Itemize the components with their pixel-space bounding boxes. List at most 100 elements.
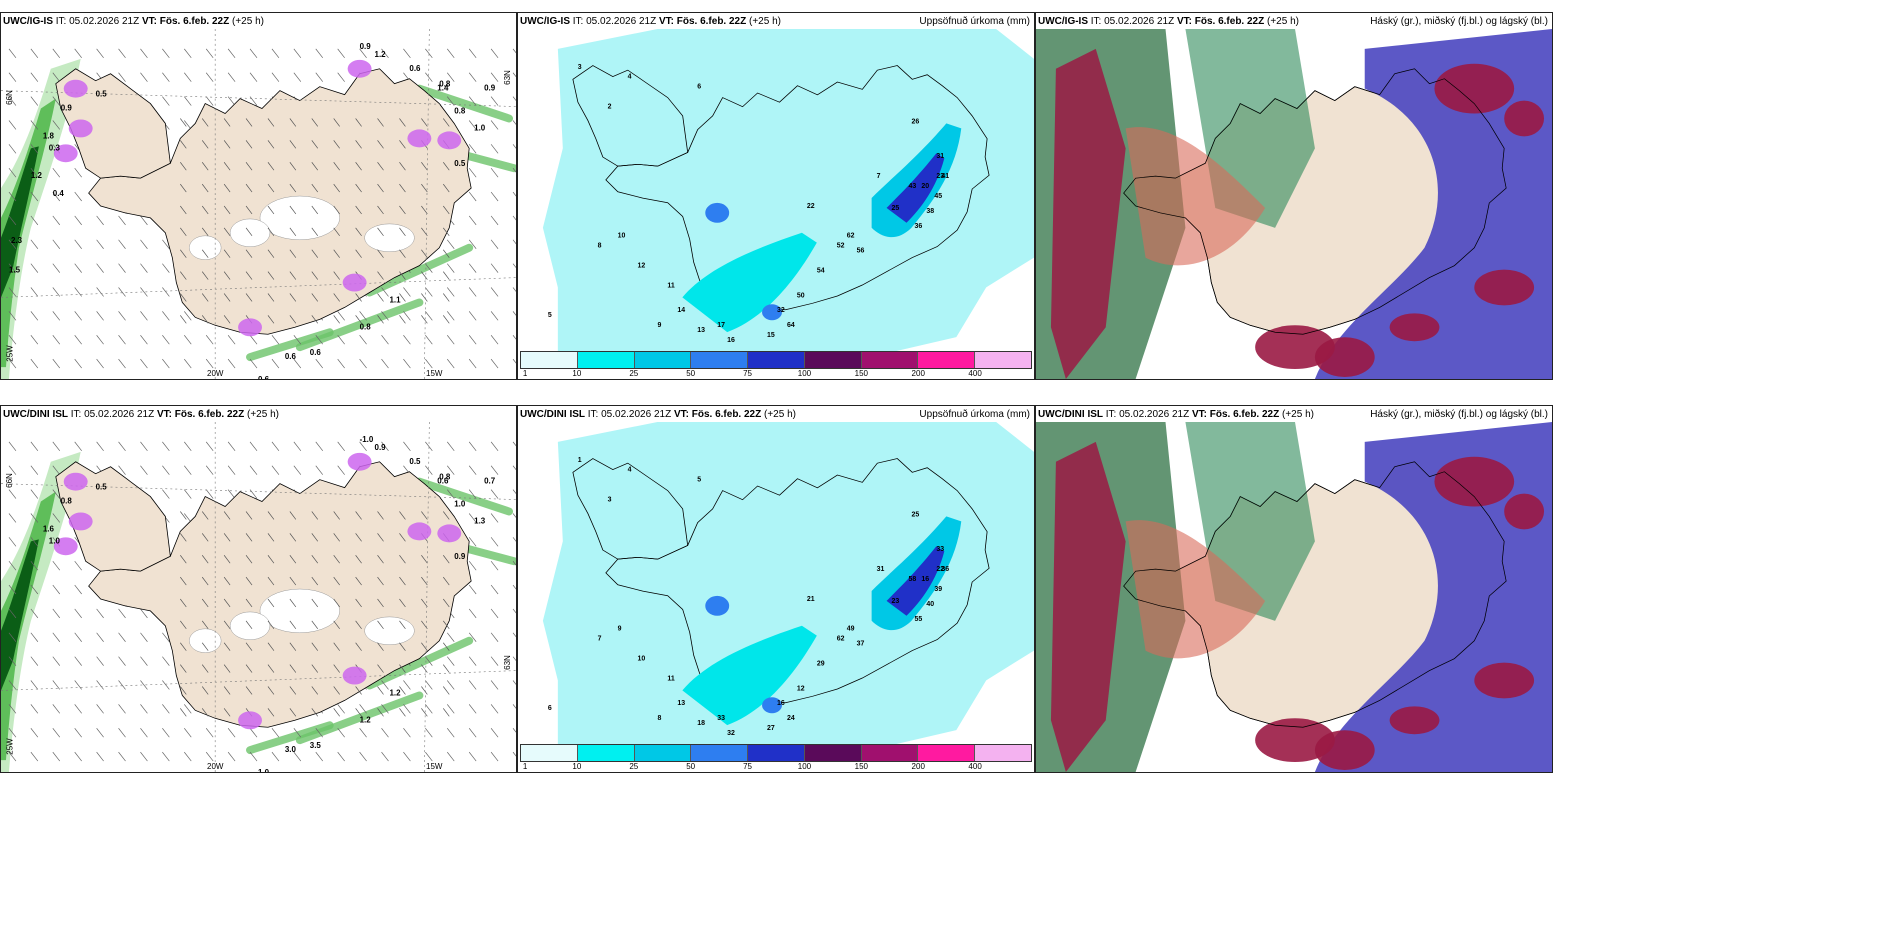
wind-barb <box>8 120 17 130</box>
land-barb <box>377 271 384 280</box>
wind-value: 1.5 <box>9 266 21 275</box>
land-barb <box>180 598 187 608</box>
wind-barb <box>490 728 499 738</box>
precip-value: 13 <box>677 700 685 707</box>
wind-barb <box>227 489 236 499</box>
land-barb <box>355 227 362 237</box>
land-barb <box>201 118 209 127</box>
wind-barb <box>490 560 499 571</box>
land-barb <box>289 205 297 215</box>
wind-barb <box>446 728 455 738</box>
wind-barb <box>140 72 148 82</box>
precip-value: 23 <box>892 598 900 605</box>
wind-barb <box>315 751 324 762</box>
wind-barb <box>249 358 258 369</box>
wind-barb <box>425 287 433 297</box>
land-barb <box>201 576 209 586</box>
land-barb <box>421 162 428 171</box>
wind-barb <box>30 680 39 690</box>
land-barb <box>443 664 450 673</box>
wind-barb <box>490 263 499 273</box>
wind-barb <box>512 632 516 638</box>
land-barb <box>180 533 187 542</box>
cloud-map-panel-ig: UWC/IG-IS IT: 05.02.2026 21Z VT: Fös. 6.… <box>1035 12 1553 380</box>
wind-barb <box>162 728 170 738</box>
cloud-mid-patch-3 <box>1255 325 1335 370</box>
land-barb <box>245 686 253 695</box>
wind-barb <box>381 704 389 714</box>
wind-barb <box>315 465 324 475</box>
westfjords-outline <box>572 458 689 560</box>
wind-barb <box>184 48 192 59</box>
wind-value: 1.0 <box>454 500 466 509</box>
wind-barb <box>425 728 433 738</box>
wind-barb <box>52 287 61 297</box>
land-barb <box>267 598 275 608</box>
precip-value: 10 <box>638 656 646 663</box>
wind-barb <box>205 358 214 369</box>
wind-barb <box>74 584 82 595</box>
wind-barb <box>359 704 367 714</box>
wind-value: 1.2 <box>375 50 387 59</box>
wind-barb <box>52 358 61 369</box>
wind-barb <box>118 239 126 249</box>
wind-barb <box>227 358 236 369</box>
land-barb <box>289 511 297 520</box>
wind-barb <box>425 441 433 452</box>
land-barb <box>333 162 340 171</box>
colorbar-tick: 75 <box>743 369 752 378</box>
precip-value: 16 <box>727 337 735 344</box>
wind-barb <box>271 751 280 762</box>
land-barb <box>245 620 253 630</box>
wind-value: 0.6 <box>437 477 449 486</box>
land-barb <box>421 664 428 673</box>
precip-value: 1 <box>578 457 582 464</box>
wind-barb <box>381 358 389 369</box>
precip-value: 50 <box>797 292 805 299</box>
cloud-mid-patch-3 <box>1255 718 1335 763</box>
wind-barb <box>227 751 236 762</box>
land-barb <box>399 271 406 280</box>
wind-barb <box>8 215 17 226</box>
wind-barb <box>512 656 516 662</box>
wind-barb <box>30 191 39 202</box>
wind-barb <box>425 311 433 321</box>
glacier-0 <box>259 588 340 634</box>
wind-barb <box>403 704 411 714</box>
wind-barb <box>52 72 61 82</box>
wind-barb <box>205 465 214 475</box>
land-barb <box>311 205 319 215</box>
wind-barb <box>52 465 61 475</box>
wind-barb <box>52 489 61 499</box>
colorbar-box <box>577 352 635 368</box>
wind-value: 0.6 <box>310 348 322 357</box>
land-barb <box>443 686 450 695</box>
land-barb <box>267 533 275 542</box>
wind-barb <box>381 751 389 762</box>
panel-title: UWC/IG-IS IT: 05.02.2026 21Z VT: Fös. 6.… <box>1038 16 1299 27</box>
cloud-map-panel-dini: UWC/DINI ISL IT: 05.02.2026 21Z VT: Fös.… <box>1035 405 1553 773</box>
iceland-outline <box>605 458 990 704</box>
wind-barb <box>52 680 61 690</box>
land-barb <box>201 140 209 149</box>
iceland-cloud-svg <box>1036 422 1552 772</box>
wind-barb <box>468 358 477 369</box>
precip-value: 31 <box>936 153 944 160</box>
wind-value: 0.6 <box>285 352 297 361</box>
wind-barb <box>468 513 477 523</box>
snow-2 <box>53 537 78 556</box>
wind-barb <box>512 704 516 709</box>
wind-barb <box>512 239 516 245</box>
wind-barb <box>74 656 82 666</box>
land-barb <box>399 686 406 695</box>
land-barb <box>421 708 428 717</box>
land-barb <box>180 555 187 564</box>
land-barb <box>355 686 362 695</box>
wind-barb <box>249 72 258 82</box>
iceland-outline <box>1123 68 1507 335</box>
wind-map: -1.0 0.9 0.5 0.8 0.6 0.7 1.0 1.3 0.9 1.2 1.2 3.0 3.5… <box>1 422 516 772</box>
wind-barb <box>140 335 148 345</box>
wind-barb <box>403 441 411 452</box>
wind-barb <box>96 751 104 762</box>
precip-value: 23 <box>936 173 944 180</box>
